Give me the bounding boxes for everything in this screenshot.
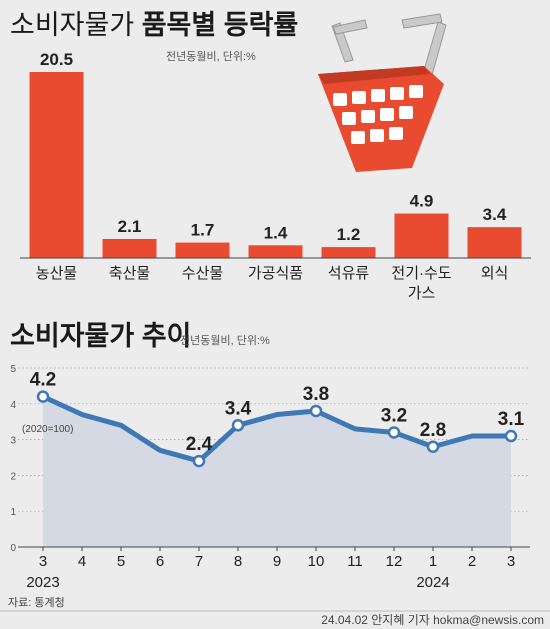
bar [467, 227, 522, 258]
bottom-title: 소비자물가 추이 [10, 321, 191, 351]
top-unit: 전년동월비, 단위:% [166, 50, 256, 63]
source-note: 자료: 통계청 [8, 596, 65, 609]
y-tick-label: 5 [10, 364, 16, 375]
category-label: 가스 [408, 285, 436, 302]
top-title-a: 소비자물가 [10, 10, 142, 40]
top-title-b: 품목별 등락률 [142, 10, 299, 40]
x-tick-label: 10 [308, 553, 325, 570]
data-point [387, 426, 401, 439]
category-label: 가공식품 [248, 265, 303, 282]
base-note: (2020=100) [22, 424, 73, 435]
data-point [36, 390, 50, 403]
data-point [192, 454, 206, 468]
bar [248, 245, 303, 258]
data-label: 3.8 [303, 384, 329, 405]
bar [102, 238, 157, 258]
y-tick-label: 1 [10, 507, 16, 518]
bar [175, 242, 230, 258]
data-label: 4.2 [30, 370, 56, 391]
category-label: 농산물 [36, 265, 77, 282]
x-tick-label: 11 [347, 553, 363, 570]
category-label: 축산물 [109, 265, 150, 282]
category-label: 수산물 [182, 265, 223, 282]
data-point [309, 404, 323, 418]
bar-chart: 20.5 농산물 2.1 축산물 1.7 수산물 1.4 가공식품 1.2 석유류 4.9 전기·수도… [20, 50, 531, 302]
x-tick-label: 4 [78, 553, 86, 570]
data-point [231, 419, 245, 432]
x-tick-label: 5 [117, 553, 125, 570]
x-tick-label: 8 [234, 553, 242, 570]
bar-value-label: 1.2 [337, 225, 361, 244]
data-label: 3.1 [498, 409, 525, 430]
bar-value-label: 1.4 [264, 223, 288, 242]
y-tick-label: 2 [10, 471, 16, 482]
x-tick-label: 9 [273, 553, 281, 570]
y-tick-label: 3 [10, 436, 16, 447]
bar-value-label: 4.9 [410, 192, 434, 211]
bar [321, 247, 376, 258]
x-tick-label: 3 [507, 553, 515, 570]
bar-value-label: 3.4 [483, 205, 507, 224]
y-tick-label: 0 [10, 543, 16, 554]
x-tick-label: 3 [39, 553, 47, 570]
x-tick-label: 2 [468, 553, 476, 570]
bar-value-label: 20.5 [40, 50, 73, 69]
year-label: 2023 [26, 574, 59, 591]
year-label: 2024 [416, 574, 449, 591]
x-tick-label: 1 [429, 553, 437, 570]
bar-value-label: 2.1 [118, 217, 142, 236]
data-label: 3.4 [225, 398, 252, 419]
x-tick-label: 12 [386, 553, 403, 570]
data-point [426, 440, 440, 454]
category-label: 전기·수도 [391, 265, 451, 282]
credit-line: 24.04.02 안지혜 기자 hokma@newsis.com [321, 613, 544, 627]
bar [29, 72, 84, 258]
data-point [504, 429, 518, 443]
bottom-unit: 전년동월비, 단위:% [180, 334, 270, 347]
x-tick-label: 7 [195, 553, 203, 570]
data-label: 2.4 [186, 434, 213, 455]
category-label: 석유류 [328, 265, 370, 282]
bar [394, 213, 449, 258]
bar-value-label: 1.7 [191, 221, 215, 240]
data-label: 2.8 [420, 420, 446, 441]
y-tick-label: 4 [10, 400, 16, 411]
category-label: 외식 [481, 265, 509, 282]
x-tick-label: 6 [156, 553, 164, 570]
data-label: 3.2 [381, 405, 407, 426]
shopping-basket-icon [318, 13, 447, 172]
top-title: 소비자물가 품목별 등락률 [10, 10, 298, 40]
